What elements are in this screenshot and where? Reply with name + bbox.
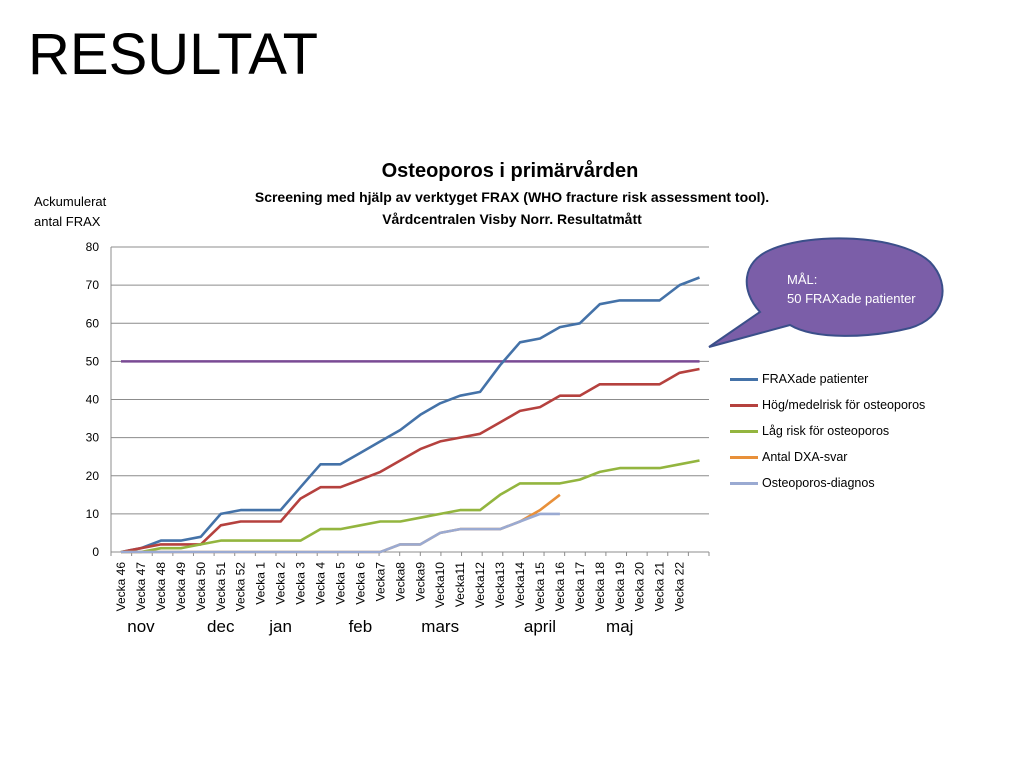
- month-label: nov: [127, 617, 155, 636]
- month-label: dec: [207, 617, 235, 636]
- x-tick-label: Vecka13: [493, 562, 507, 608]
- chart-subtitle-1: Screening med hjälp av verktyget FRAX (W…: [254, 189, 770, 205]
- x-tick-label: Vecka 48: [154, 562, 168, 612]
- y-tick-label: 80: [86, 240, 100, 254]
- chart-title: Osteoporos i primärvården: [381, 160, 639, 182]
- legend-label: FRAXade patienter: [762, 372, 869, 386]
- x-tick-label: Vecka 52: [234, 562, 248, 612]
- month-label: maj: [606, 617, 633, 636]
- series-line-3: [121, 459, 700, 554]
- x-tick-label: Vecka 3: [294, 562, 308, 605]
- x-tick-label: Vecka 46: [114, 562, 128, 612]
- goal-callout-text: MÅL: 50 FRAXade patienter: [787, 270, 916, 308]
- legend-label: Osteoporos-diagnos: [762, 476, 875, 490]
- legend-swatch: [730, 481, 758, 485]
- y-axis-label: Ackumulerat antal FRAX: [34, 192, 144, 232]
- legend-swatch: [730, 429, 758, 433]
- x-tick-label: Vecka 6: [353, 562, 367, 605]
- y-axis-label-line-1: Ackumulerat: [34, 194, 107, 209]
- y-tick-label: 20: [86, 469, 100, 483]
- month-label: mars: [421, 617, 459, 636]
- y-tick-label: 10: [86, 507, 100, 521]
- x-tick-label: Vecka14: [513, 562, 527, 608]
- series-line-2: [120, 367, 700, 554]
- x-tick-label: Vecka10: [433, 562, 447, 608]
- y-tick-label: 0: [92, 545, 99, 559]
- month-label: april: [524, 617, 556, 636]
- x-tick-label: Vecka11: [453, 562, 467, 607]
- y-tick-label: 30: [86, 431, 100, 445]
- x-tick-label: Vecka 4: [314, 562, 328, 605]
- legend-swatch: [730, 377, 758, 381]
- x-tick-label: Vecka 18: [593, 562, 607, 612]
- month-label: feb: [349, 617, 373, 636]
- series-line-5: [121, 512, 560, 554]
- legend: FRAXade patienter Hög/medelrisk för osteo…: [730, 366, 925, 496]
- x-tick-label: Vecka 51: [214, 562, 228, 612]
- x-tick-label: Vecka8: [393, 562, 407, 602]
- y-axis-label-line-2: antal FRAX: [34, 214, 101, 229]
- x-tick-label: Vecka 47: [134, 562, 148, 612]
- goal-callout-label: MÅL:: [787, 272, 818, 287]
- x-tick-label: Vecka9: [413, 562, 427, 602]
- goal-callout-value: 50 FRAXade patienter: [787, 291, 916, 306]
- x-tick-label: Vecka 1: [254, 562, 268, 605]
- x-tick-label: Vecka 19: [613, 562, 627, 612]
- slide-title: RESULTAT: [28, 22, 319, 87]
- x-tick-label: Vecka 22: [673, 562, 687, 612]
- month-label: jan: [268, 617, 292, 636]
- x-tick-label: Vecka 15: [533, 562, 547, 612]
- y-tick-label: 70: [86, 278, 100, 292]
- x-tick-label: Vecka 49: [174, 562, 188, 612]
- legend-label: Hög/medelrisk för osteoporos: [762, 398, 926, 412]
- x-tick-label: Vecka12: [473, 562, 487, 608]
- x-tick-label: Vecka 21: [653, 562, 667, 612]
- x-tick-label: Vecka 17: [573, 562, 587, 612]
- legend-item: Hög/medelrisk för osteoporos: [730, 392, 925, 418]
- legend-item: Antal DXA-svar: [730, 444, 925, 470]
- x-tick-label: Vecka7: [373, 562, 387, 602]
- chart-subtitle-2: Vårdcentralen Visby Norr. Resultatmått: [382, 211, 642, 227]
- y-tick-label: 60: [86, 316, 100, 330]
- series-line-1: [120, 276, 700, 554]
- x-tick-label: Vecka 2: [274, 562, 288, 605]
- x-tick-label: Vecka 5: [333, 562, 347, 605]
- legend-item: Osteoporos-diagnos: [730, 470, 925, 496]
- legend-swatch: [730, 403, 758, 407]
- legend-label: Antal DXA-svar: [762, 450, 848, 464]
- legend-label: Låg risk för osteoporos: [762, 424, 890, 438]
- legend-item: FRAXade patienter: [730, 366, 925, 392]
- legend-swatch: [730, 455, 758, 459]
- y-tick-label: 40: [86, 393, 100, 407]
- goal-callout-bubble: [708, 237, 944, 348]
- x-tick-label: Vecka 16: [553, 562, 567, 612]
- x-tick-label: Vecka 20: [633, 562, 647, 612]
- x-tick-label: Vecka 50: [194, 562, 208, 612]
- legend-item: Låg risk för osteoporos: [730, 418, 925, 444]
- y-tick-label: 50: [86, 354, 100, 368]
